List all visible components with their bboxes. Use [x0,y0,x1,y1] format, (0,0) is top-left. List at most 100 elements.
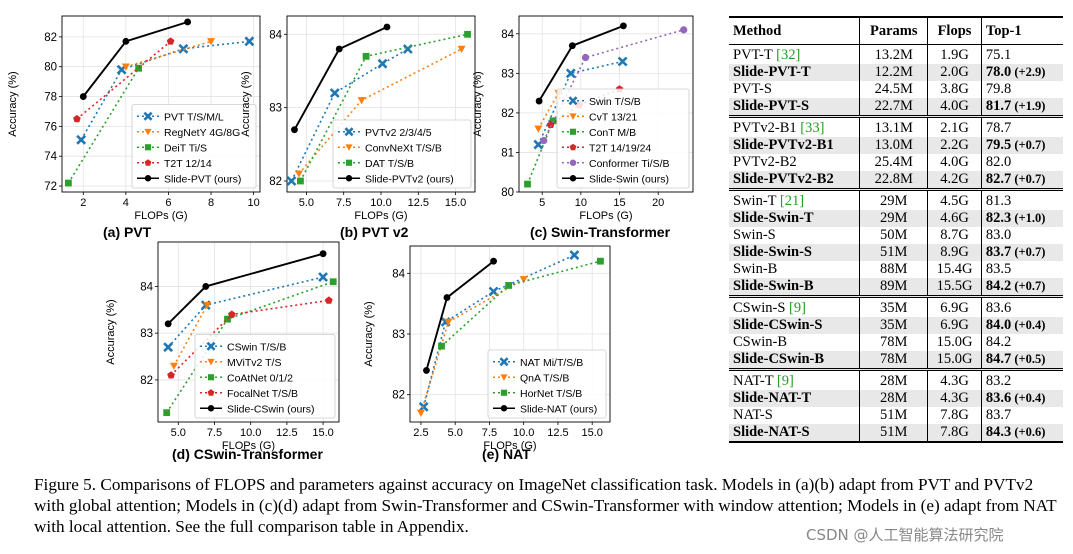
table-cell-flops: 4.3G [927,390,982,407]
top1-gain: (+0.4) [1011,318,1046,332]
x-tick-label: 5.0 [299,197,314,209]
table-cell-flops: 2.2G [927,137,982,154]
citation-link[interactable]: [32] [776,47,801,63]
y-tick-label: 72 [44,181,57,193]
x-tick-label: 12.5 [276,427,297,439]
table-cell-top1: 84.7 (+0.5) [981,351,1063,370]
method-name: Slide-PVTv2-B2 [733,171,834,187]
table-cell-params: 78M [859,351,929,370]
method-name: Slide-Swin-T [733,210,814,226]
table-header-method: Method [729,16,861,45]
table-row: Swin-T [21] 29M 4.5G 81.3 [729,188,1063,210]
table-cell-top1: 78.7 [981,115,1063,137]
legend-marker [144,175,152,182]
table-cell-top1: 81.7 (+1.9) [981,98,1063,117]
x-tick-label: 20 [652,197,664,209]
method-name: Slide-CSwin-B [733,351,825,367]
top1-gain: (+0.7) [1011,172,1046,186]
top1-value: 78.0 [985,64,1012,80]
legend-marker [568,96,578,106]
legend-label: Swin T/S/B [589,96,641,108]
table-cell-top1: 83.5 [981,261,1063,278]
method-name: NAT-T [733,373,777,389]
legend-label: QnA T/S/B [520,372,569,384]
table-cell-top1: 82.3 (+1.0) [981,210,1063,227]
sublabel-e: (e) NAT [482,446,531,462]
y-tick-label: 80 [44,62,57,74]
x-tick-label: 10 [247,197,259,209]
series-line [173,304,208,367]
legend-marker [144,144,152,151]
table-cell-method: Slide-PVT-T [729,64,861,81]
method-name: Slide-Swin-B [733,278,814,294]
top1-value: 79.5 [985,137,1012,153]
top1-gain: (+0.4) [1011,391,1046,405]
top1-value: 84.2 [985,278,1012,294]
table-cell-params: 89M [859,278,929,297]
legend-marker [345,175,353,182]
x-axis-label: FLOPs (G) [579,210,632,222]
method-name: Swin-T [733,193,780,209]
y-tick-label: 76 [44,121,57,133]
method-name: Slide-PVT-S [733,98,810,114]
citation-link[interactable]: [21] [779,193,805,209]
figure-caption: Figure 5. Comparisons of FLOPS and param… [34,475,1057,536]
data-point [534,125,543,133]
legend-marker [207,389,215,396]
data-point [79,93,87,100]
legend-marker [344,127,354,137]
x-tick-label: 15.0 [445,197,466,209]
table-cell-flops: 4.6G [927,210,982,227]
method-name: CSwin-S [733,300,790,316]
table-cell-method: Slide-PVTv2-B1 [729,137,861,154]
x-tick-label: 15.0 [581,427,602,439]
y-tick-label: 82 [501,108,514,120]
top1-gain: (+0.7) [1011,138,1046,152]
figure-charts: 2 4 6 8 10 72 74 76 78 80 82 FLOPs (G) Accuracy (%) P… [7,15,694,452]
table-cell-top1: 75.1 [981,45,1063,65]
table-cell-flops: 2.1G [927,115,982,137]
citation-link[interactable]: [9] [789,300,806,316]
table-row: Slide-CSwin-B 78M 15.0G 84.7 (+0.5) [729,351,1063,370]
data-point [325,296,333,304]
legend-marker [207,374,215,381]
legend-marker [207,405,215,412]
table-header-flops: Flops [927,16,982,45]
data-point [135,64,143,72]
table-cell-params: 28M [859,390,929,407]
data-point [203,301,212,310]
data-point [121,63,130,71]
table-cell-method: Slide-CSwin-S [729,317,861,334]
method-name: PVTv2-B2 [733,154,797,170]
data-point [291,126,298,134]
top1-value: 81.7 [985,98,1012,114]
method-name: Slide-NAT-T [733,390,812,406]
x-tick-label: 5 [539,197,545,209]
data-point [329,88,340,98]
table-cell-flops: 4.0G [927,154,982,171]
table-cell-flops: 7.8G [927,424,982,443]
y-axis-label: Accuracy (%) [363,301,375,366]
table-cell-params: 22.7M [859,98,929,117]
table-header-top-1: Top-1 [981,16,1063,45]
x-tick-label: 12.5 [547,427,568,439]
data-point [505,282,513,289]
citation-link[interactable]: [33] [800,120,825,136]
citation-link[interactable]: [9] [776,373,794,389]
data-point [167,371,175,379]
table-cell-flops: 4.0G [927,98,982,117]
data-point [244,36,255,47]
legend-marker [207,358,215,366]
data-point [524,180,531,188]
chart-a-pvt: 2 4 6 8 10 72 74 76 78 80 82 FLOPs (G) Accuracy (%) P… [7,15,261,222]
data-point [122,37,130,45]
table-cell-top1: 83.6 [981,295,1063,317]
top1-value: 83.5 [985,261,1012,277]
data-point [76,134,87,145]
legend-marker [569,143,577,151]
legend-label: DeiT Ti/S [164,142,207,154]
legend-marker [500,374,508,381]
y-tick-label: 83 [501,68,514,80]
table-cell-params: 51M [859,407,929,424]
x-tick-label: 8 [208,197,214,209]
